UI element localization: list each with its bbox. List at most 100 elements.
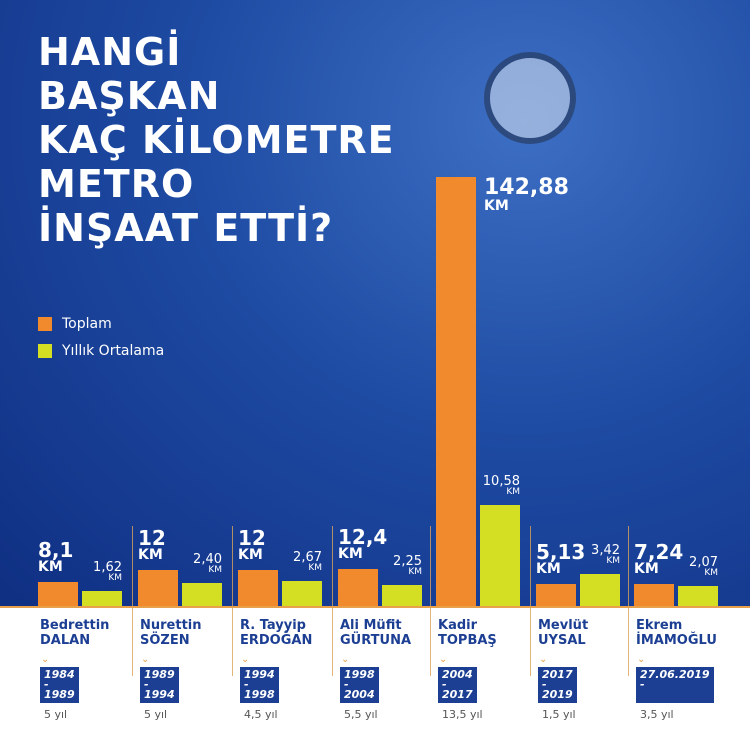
year-text: 2019 bbox=[542, 688, 573, 701]
term-duration: 5 yıl bbox=[44, 708, 68, 721]
name-line: R. Tayyip bbox=[240, 618, 306, 633]
year-text: - bbox=[44, 678, 49, 691]
page-title: HANGİ BAŞKAN KAÇ KİLOMETRE METRO İNŞAAT … bbox=[38, 30, 395, 250]
name-line: Nurettin bbox=[140, 618, 202, 633]
unit-text: KM bbox=[338, 545, 363, 562]
year-text: - bbox=[640, 678, 645, 691]
unit-text: KM bbox=[536, 561, 561, 577]
term-years: 2017-2019 bbox=[538, 667, 577, 703]
year-text: 2004 bbox=[442, 668, 473, 681]
label-yillik: 1,62 KM bbox=[82, 561, 122, 583]
unit-text: KM bbox=[238, 547, 263, 563]
column-divider bbox=[332, 526, 333, 676]
term-years: 2004-2017 bbox=[438, 667, 477, 703]
president-name: Ali Müfit GÜRTUNA bbox=[340, 618, 411, 648]
column-divider bbox=[430, 526, 431, 676]
bar-toplam bbox=[436, 177, 476, 606]
term-duration: 3,5 yıl bbox=[640, 708, 674, 721]
label-yillik: 2,40 KM bbox=[182, 553, 222, 575]
value-text: 7,24 bbox=[634, 540, 684, 564]
bar-toplam bbox=[338, 568, 378, 606]
name-line: TOPBAŞ bbox=[438, 633, 497, 648]
name-line: DALAN bbox=[40, 633, 91, 648]
label-yillik: 3,42 KM bbox=[580, 544, 620, 566]
unit-text: KM bbox=[704, 568, 718, 579]
column-divider bbox=[628, 526, 629, 676]
unit-text: KM bbox=[506, 487, 520, 498]
value-text: 142,88 bbox=[484, 175, 569, 201]
name-line: Ekrem bbox=[636, 618, 683, 633]
label-yillik: 2,07 KM bbox=[678, 556, 718, 578]
label-toplam: 7,24 KM bbox=[634, 542, 683, 576]
unit-text: KM bbox=[138, 547, 163, 563]
year-text: - bbox=[144, 678, 149, 691]
president-name: Mevlüt UYSAL bbox=[538, 618, 588, 648]
legend-label: Yıllık Ortalama bbox=[62, 343, 165, 359]
chevron-down-icon: ⌄ bbox=[41, 654, 50, 665]
year-text: 2017 bbox=[442, 688, 473, 701]
unit-text: KM bbox=[408, 566, 422, 577]
value-text: 12,4 bbox=[338, 524, 388, 549]
chart-area: HANGİ BAŞKAN KAÇ KİLOMETRE METRO İNŞAAT … bbox=[0, 0, 750, 606]
name-line: Ali Müfit bbox=[340, 618, 402, 633]
year-text: - bbox=[542, 678, 547, 691]
unit-text: KM bbox=[484, 198, 509, 215]
bar-yillik bbox=[382, 584, 422, 606]
bar-yillik bbox=[82, 590, 122, 606]
bar-yillik bbox=[182, 583, 222, 606]
label-toplam: 12,4 KM bbox=[338, 527, 387, 561]
term-duration: 1,5 yıl bbox=[542, 708, 576, 721]
value-text: 12 bbox=[138, 526, 166, 550]
bar-yillik bbox=[678, 586, 718, 606]
label-toplam: 12 KM bbox=[238, 528, 266, 562]
unit-text: KM bbox=[108, 572, 122, 583]
title-line: METRO bbox=[38, 162, 195, 206]
term-duration: 5,5 yıl bbox=[344, 708, 378, 721]
year-text: 2017 bbox=[542, 668, 573, 681]
value-text: 2,07 bbox=[689, 555, 718, 571]
term-duration: 13,5 yıl bbox=[442, 708, 483, 721]
chevron-down-icon: ⌄ bbox=[439, 654, 448, 665]
legend-toplam: Toplam bbox=[38, 316, 112, 332]
year-text: 1989 bbox=[144, 668, 175, 681]
chevron-down-icon: ⌄ bbox=[341, 654, 350, 665]
president-name: Bedrettin DALAN bbox=[40, 618, 109, 648]
unit-text: KM bbox=[634, 561, 659, 577]
bar-yillik bbox=[580, 573, 620, 606]
value-text: 2,40 bbox=[193, 552, 222, 568]
year-text: - bbox=[344, 678, 349, 691]
year-text: 1998 bbox=[344, 668, 375, 681]
name-line: Bedrettin bbox=[40, 618, 110, 633]
column-divider bbox=[232, 526, 233, 676]
value-text: 1,62 bbox=[93, 559, 122, 575]
title-line: BAŞKAN bbox=[38, 74, 221, 118]
name-line: UYSAL bbox=[538, 633, 586, 648]
title-line: HANGİ bbox=[38, 30, 182, 74]
bar-toplam bbox=[138, 570, 178, 606]
column-divider bbox=[530, 526, 531, 676]
term-years: 27.06.2019- bbox=[636, 667, 714, 703]
term-duration: 4,5 yıl bbox=[244, 708, 278, 721]
title-line: KAÇ KİLOMETRE bbox=[38, 118, 395, 162]
year-text: 1994 bbox=[144, 688, 175, 701]
term-years: 1984-1989 bbox=[40, 667, 79, 703]
value-text: 2,67 bbox=[293, 549, 322, 565]
year-text: 1984 bbox=[44, 668, 75, 681]
bar-yillik bbox=[282, 580, 322, 606]
term-years: 1998-2004 bbox=[340, 667, 379, 703]
name-line: ERDOĞAN bbox=[240, 633, 313, 648]
unit-text: KM bbox=[308, 562, 322, 573]
title-line: İNŞAAT ETTİ? bbox=[38, 206, 334, 250]
legend-swatch bbox=[38, 317, 52, 331]
year-text: 1998 bbox=[244, 688, 275, 701]
legend-swatch bbox=[38, 344, 52, 358]
president-name: Ekrem İMAMOĞLU bbox=[636, 618, 717, 648]
name-line: Mevlüt bbox=[538, 618, 589, 633]
year-text: 27.06.2019 bbox=[640, 668, 710, 681]
year-text: 2004 bbox=[344, 688, 375, 701]
term-duration: 5 yıl bbox=[144, 708, 168, 721]
name-line: GÜRTUNA bbox=[340, 633, 412, 648]
president-name: Nurettin SÖZEN bbox=[140, 618, 202, 648]
term-years: 1989-1994 bbox=[140, 667, 179, 703]
year-text: 1989 bbox=[44, 688, 75, 701]
